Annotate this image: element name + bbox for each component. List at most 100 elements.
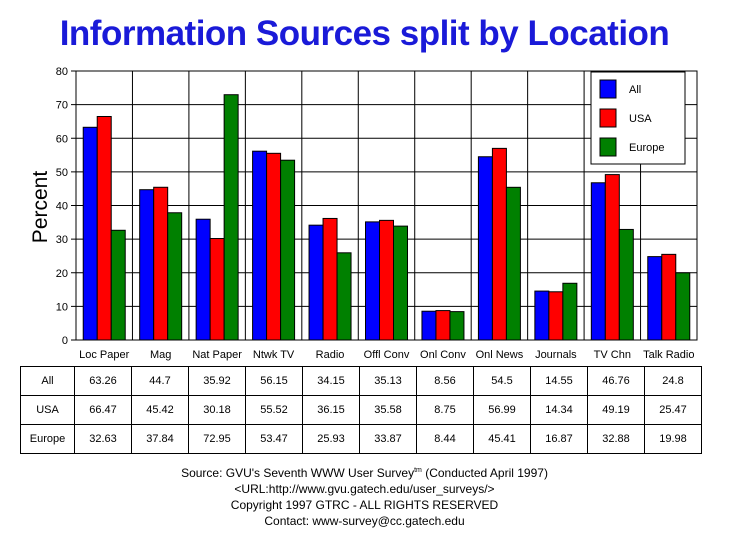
bar-europe-7 — [505, 186, 521, 341]
bar-europe-6 — [449, 311, 465, 341]
y-tick-label: 60 — [56, 133, 68, 145]
table-cell: 34.15 — [302, 366, 360, 396]
source-date: (Conducted April 1997) — [421, 466, 548, 480]
y-tick-label: 20 — [56, 268, 68, 280]
y-tick-label: 30 — [56, 234, 68, 246]
table-cell: 54.5 — [473, 366, 531, 396]
bar-all-0 — [82, 126, 98, 341]
bar-usa-4 — [322, 217, 338, 341]
table-row: USA 66.47 45.42 30.18 55.52 36.15 35.58 8.75 56.… — [20, 395, 702, 425]
y-tick-label: 70 — [56, 100, 68, 112]
bar-europe-3 — [280, 159, 296, 341]
data-table: All 63.26 44.7 35.92 56.15 34.15 35.13 8.56 54.5… — [20, 366, 702, 454]
bar-usa-8 — [548, 291, 564, 341]
table-row: All 63.26 44.7 35.92 56.15 34.15 35.13 8.56 54.5… — [20, 366, 702, 396]
table-cell: 8.44 — [416, 424, 474, 454]
table-cell: 33.87 — [359, 424, 417, 454]
source-line: Source: GVU's Seventh WWW User Surveytm … — [0, 463, 729, 481]
bar-usa-7 — [491, 147, 507, 341]
bar-europe-2 — [223, 94, 239, 341]
table-cell: 56.15 — [245, 366, 303, 396]
bar-europe-9 — [618, 228, 634, 341]
table-cell: 35.13 — [359, 366, 417, 396]
copyright-text: Copyright 1997 GTRC - ALL RIGHTS RESERVE… — [230, 498, 499, 512]
table-cell: 63.26 — [74, 366, 132, 396]
x-tick-label: Offl Conv — [364, 349, 410, 361]
table-cell: 24.8 — [644, 366, 702, 396]
table-cell: 30.18 — [188, 395, 246, 425]
y-tick-label: 10 — [56, 301, 68, 313]
legend-label-all: All — [629, 84, 641, 96]
bar-europe-0 — [110, 229, 126, 341]
x-tick-label: Journals — [535, 349, 577, 361]
table-cell: 8.56 — [416, 366, 474, 396]
table-cell: 16.87 — [530, 424, 588, 454]
bar-chart: Percent 0 10 20 30 40 50 60 70 80 Loc Paper Mag Nat… — [29, 66, 698, 361]
chart-title: Information Sources split by Location — [59, 14, 670, 53]
table-cell: 56.99 — [473, 395, 531, 425]
x-tick-label: Loc Paper — [79, 349, 129, 361]
bar-all-8 — [534, 290, 550, 341]
source-text: Source: GVU's Seventh WWW User Survey — [181, 466, 415, 480]
legend-label-europe: Europe — [629, 142, 664, 154]
bar-europe-5 — [393, 225, 408, 341]
bar-all-1 — [139, 189, 155, 341]
table-cell: 32.63 — [74, 424, 132, 454]
legend-swatch-usa — [599, 108, 617, 128]
table-cell: 14.55 — [530, 366, 588, 396]
x-tick-label: Onl News — [476, 349, 524, 361]
legend-label-usa: USA — [629, 113, 652, 125]
table-row: Europe 32.63 37.84 72.95 53.47 25.93 33.87 8.44… — [20, 424, 702, 454]
table-cell: 35.92 — [188, 366, 246, 396]
table-cell: 49.19 — [587, 395, 645, 425]
legend-swatch-europe — [599, 137, 617, 157]
bar-usa-1 — [153, 186, 169, 341]
bar-usa-0 — [96, 115, 112, 341]
table-cell: 44.7 — [131, 366, 189, 396]
bar-all-10 — [647, 256, 663, 341]
legend-swatch-all — [599, 79, 617, 99]
contact-text: Contact: www-survey@cc.gatech.edu — [264, 514, 465, 528]
table-cell: 46.76 — [587, 366, 645, 396]
bar-europe-8 — [562, 282, 578, 341]
row-header: Europe — [20, 424, 75, 454]
table-cell: 35.58 — [359, 395, 417, 425]
bar-all-7 — [477, 156, 493, 341]
table-cell: 25.93 — [302, 424, 360, 454]
table-cell: 19.98 — [644, 424, 702, 454]
bar-all-3 — [252, 150, 268, 341]
bar-usa-3 — [266, 152, 282, 341]
x-tick-label: Ntwk TV — [253, 349, 295, 361]
row-header: All — [20, 366, 75, 396]
x-tick-label: TV Chn — [594, 349, 631, 361]
bar-all-9 — [590, 182, 606, 341]
table-cell: 45.41 — [473, 424, 531, 454]
bar-europe-1 — [167, 212, 183, 341]
bar-usa-2 — [209, 238, 225, 341]
x-tick-label: Onl Conv — [420, 349, 466, 361]
row-header: USA — [20, 395, 75, 425]
bar-usa-9 — [604, 174, 620, 341]
bar-all-2 — [195, 218, 211, 341]
trademark-mark: tm — [414, 467, 422, 474]
y-axis-label: Percent — [29, 171, 52, 244]
table-cell: 32.88 — [587, 424, 645, 454]
chart-legend: All USA Europe — [590, 71, 686, 165]
y-tick-label: 50 — [56, 167, 68, 179]
x-tick-label: Talk Radio — [643, 349, 694, 361]
y-tick-label: 40 — [56, 201, 68, 213]
table-cell: 72.95 — [188, 424, 246, 454]
bar-europe-4 — [336, 252, 352, 341]
bar-usa-6 — [435, 310, 451, 341]
x-tick-label: Mag — [150, 349, 171, 361]
x-tick-label: Nat Paper — [192, 349, 242, 361]
table-cell: 25.47 — [644, 395, 702, 425]
footer: Source: GVU's Seventh WWW User Surveytm … — [0, 463, 729, 529]
table-cell: 14.34 — [530, 395, 588, 425]
table-cell: 37.84 — [131, 424, 189, 454]
bar-all-4 — [308, 224, 324, 341]
y-tick-label: 0 — [62, 335, 68, 347]
table-cell: 55.52 — [245, 395, 303, 425]
table-cell: 36.15 — [302, 395, 360, 425]
bar-usa-10 — [661, 253, 677, 341]
